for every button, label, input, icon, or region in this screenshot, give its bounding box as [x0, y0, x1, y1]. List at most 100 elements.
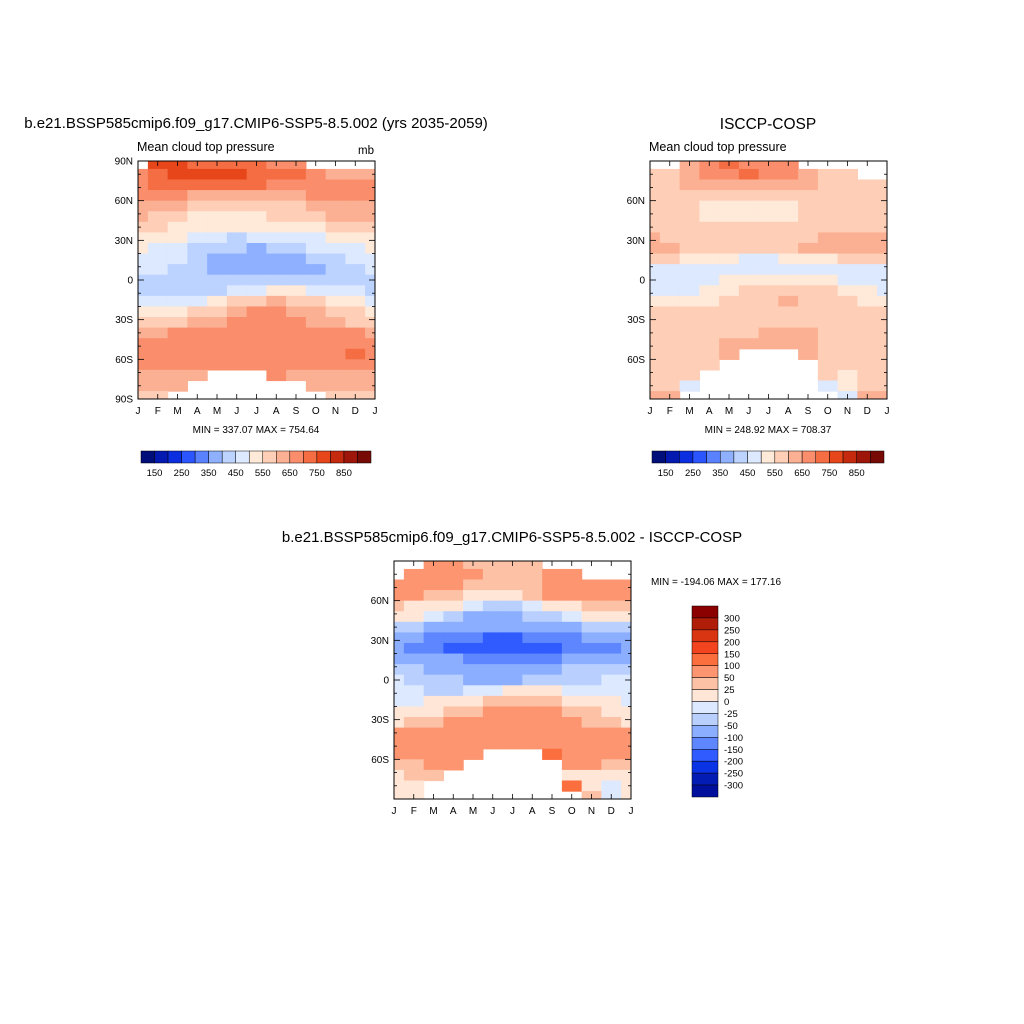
heatmap-cell [167, 179, 188, 191]
x-tick-label: F [155, 406, 161, 417]
heatmap-cell [542, 568, 563, 581]
heatmap-cell [266, 295, 287, 308]
heatmap-cell [187, 306, 208, 318]
heatmap-cell [286, 274, 307, 286]
heatmap-cell [365, 338, 375, 350]
heatmap-cell [226, 338, 248, 350]
heatmap-cell [601, 727, 622, 739]
heatmap-cell [719, 306, 740, 318]
panel-obs-plot: J F M A M J J A S O N D J 60N 30N 0 30S 60S [627, 160, 890, 417]
heatmap-cell [621, 727, 631, 739]
heatmap-cell [226, 274, 248, 286]
heatmap-cell [325, 211, 346, 223]
heatmap-cell [463, 748, 484, 760]
heatmap-cell [423, 748, 444, 760]
heatmap-cell [266, 253, 287, 265]
heatmap-cell [394, 600, 405, 612]
heatmap-cell [522, 600, 543, 612]
heatmap-cell [394, 706, 405, 718]
y-tick-label: 90S [115, 395, 133, 406]
heatmap-cell [561, 769, 583, 782]
heatmap-cell [679, 274, 700, 286]
x-tick-label: J [510, 806, 515, 817]
colorbar-box [651, 450, 666, 464]
heatmap-cell [345, 253, 366, 265]
colorbar-box [289, 450, 304, 464]
heatmap-cell [246, 348, 267, 360]
heatmap-cell [758, 190, 779, 202]
heatmap-cell [601, 674, 622, 686]
heatmap-cell [345, 317, 366, 329]
heatmap-cell [325, 285, 346, 297]
heatmap-cell [778, 327, 799, 339]
heatmap-cell [778, 242, 799, 255]
heatmap-cell [679, 327, 700, 339]
heatmap-cell [502, 590, 523, 602]
heatmap-cell [659, 242, 681, 255]
x-tick-label: A [529, 806, 536, 817]
heatmap-cell [561, 568, 583, 581]
heatmap-cell [463, 727, 484, 739]
heatmap-cell [325, 242, 346, 255]
colorbar-label: 550 [255, 468, 271, 479]
heatmap-cell [659, 369, 681, 382]
y-tick-label: 30N [371, 636, 389, 647]
colorbar-box [719, 450, 735, 464]
heatmap-cell [798, 253, 819, 265]
heatmap-cell [365, 264, 375, 276]
y-tick-label: 60N [371, 596, 389, 607]
heatmap-cell [679, 179, 700, 191]
heatmap-cell [798, 190, 819, 202]
heatmap-cell [226, 200, 248, 212]
heatmap-cell [246, 168, 267, 181]
heatmap-cell [877, 232, 887, 244]
heatmap-cell [325, 253, 346, 265]
heatmap-cell [561, 621, 583, 633]
heatmap-cell [365, 211, 375, 223]
heatmap-cell [187, 211, 208, 223]
heatmap-cell [581, 727, 602, 739]
heatmap-cell [758, 327, 779, 339]
heatmap-cell [365, 179, 375, 191]
colorbar-label: 0 [724, 697, 729, 708]
heatmap-cell [226, 253, 248, 265]
colorbar-box [692, 450, 707, 464]
heatmap-cell [138, 200, 149, 212]
heatmap-cell [561, 706, 583, 718]
colorbar-box [235, 450, 250, 464]
heatmap-cell [443, 695, 464, 708]
heatmap-cell [286, 306, 307, 318]
heatmap-cell [394, 653, 405, 665]
heatmap-cell [502, 717, 523, 729]
heatmap-cell [365, 317, 375, 329]
heatmap-cell [581, 600, 602, 612]
heatmap-cell [679, 264, 700, 276]
heatmap-cell [837, 242, 858, 255]
heatmap-cell [522, 685, 543, 697]
heatmap-cell [423, 642, 444, 655]
heatmap-cell [345, 359, 366, 371]
heatmap-cell [482, 579, 504, 591]
heatmap-cell [463, 632, 484, 644]
colorbar-label: 150 [724, 649, 740, 660]
heatmap-cell [246, 359, 267, 371]
heatmap-cell [817, 168, 839, 181]
heatmap-cell [207, 295, 228, 308]
x-tick-label: A [706, 406, 713, 417]
heatmap-cell [325, 232, 346, 244]
colorbar-label: 250 [174, 468, 190, 479]
heatmap-cell [187, 348, 208, 360]
colorbar-label: -25 [724, 709, 738, 720]
heatmap-cell [403, 642, 425, 655]
heatmap-cell [286, 369, 307, 382]
x-tick-label: J [490, 806, 495, 817]
heatmap-cell [305, 264, 327, 276]
heatmap-cell [443, 642, 464, 655]
heatmap-cell [403, 706, 425, 718]
colorbar-label: 450 [740, 468, 756, 479]
heatmap-cell [857, 295, 878, 308]
heatmap-cell [522, 611, 543, 623]
heatmap-cell [758, 221, 779, 233]
heatmap-cell [857, 274, 878, 286]
heatmap-cell [325, 190, 346, 202]
